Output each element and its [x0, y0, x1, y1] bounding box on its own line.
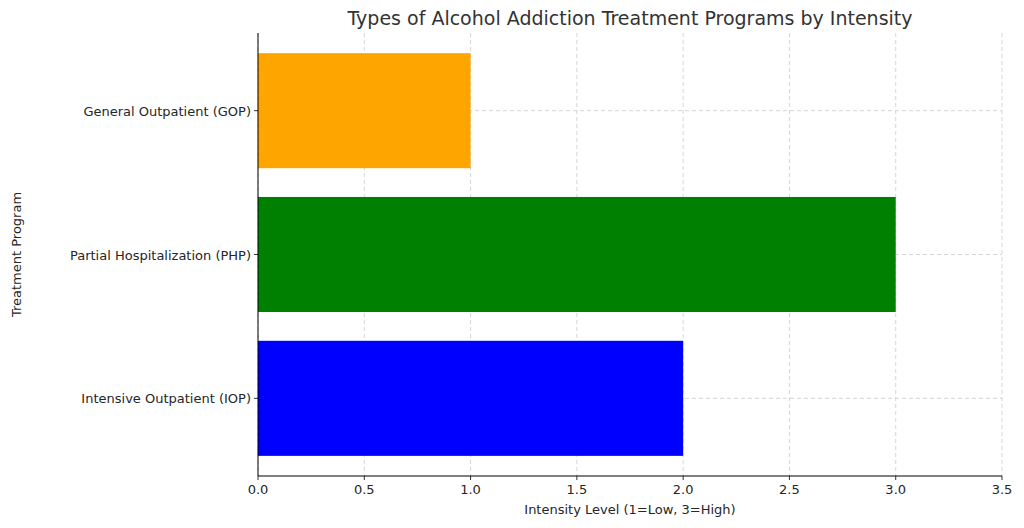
x-tick: [576, 476, 577, 480]
bar: [258, 197, 896, 312]
x-tick-label: 0.5: [354, 482, 375, 497]
x-axis-line: [258, 476, 1002, 477]
x-tick: [1002, 476, 1003, 480]
x-tick: [683, 476, 684, 480]
x-tick-label: 3.0: [885, 482, 906, 497]
y-tick: [254, 398, 258, 399]
x-tick-label: 2.5: [779, 482, 800, 497]
x-tick: [470, 476, 471, 480]
y-tick-label: Intensive Outpatient (IOP): [81, 391, 251, 406]
x-tick: [364, 476, 365, 480]
x-tick: [258, 476, 259, 480]
grid: [258, 33, 1002, 476]
x-tick: [895, 476, 896, 480]
y-tick: [254, 110, 258, 111]
title: Types of Alcohol Addiction Treatment Pro…: [346, 7, 912, 29]
y-axis-label: Treatment Program: [9, 192, 24, 318]
y-tick: [254, 254, 258, 255]
y-tick-label: General Outpatient (GOP): [83, 104, 251, 119]
bar: [258, 53, 471, 168]
x-ticks: 0.0 0.5 1.0 1.5 2.0 2.5 3.0 3.5: [248, 476, 1013, 497]
y-tick-label: Partial Hospitalization (PHP): [70, 248, 251, 263]
x-tick-label: 2.0: [673, 482, 694, 497]
x-axis-label: Intensity Level (1=Low, 3=High): [524, 502, 735, 517]
y-ticks: Intensive Outpatient (IOP) Partial Hospit…: [70, 104, 258, 407]
x-tick-label: 3.5: [992, 482, 1013, 497]
x-tick-label: 1.0: [460, 482, 481, 497]
x-tick-label: 1.5: [567, 482, 588, 497]
chart: 0.0 0.5 1.0 1.5 2.0 2.5 3.0 3.5 Intensive Outpat…: [0, 0, 1024, 528]
x-tick: [789, 476, 790, 480]
x-tick-label: 0.0: [248, 482, 269, 497]
bars: [258, 53, 896, 456]
bar: [258, 341, 683, 456]
